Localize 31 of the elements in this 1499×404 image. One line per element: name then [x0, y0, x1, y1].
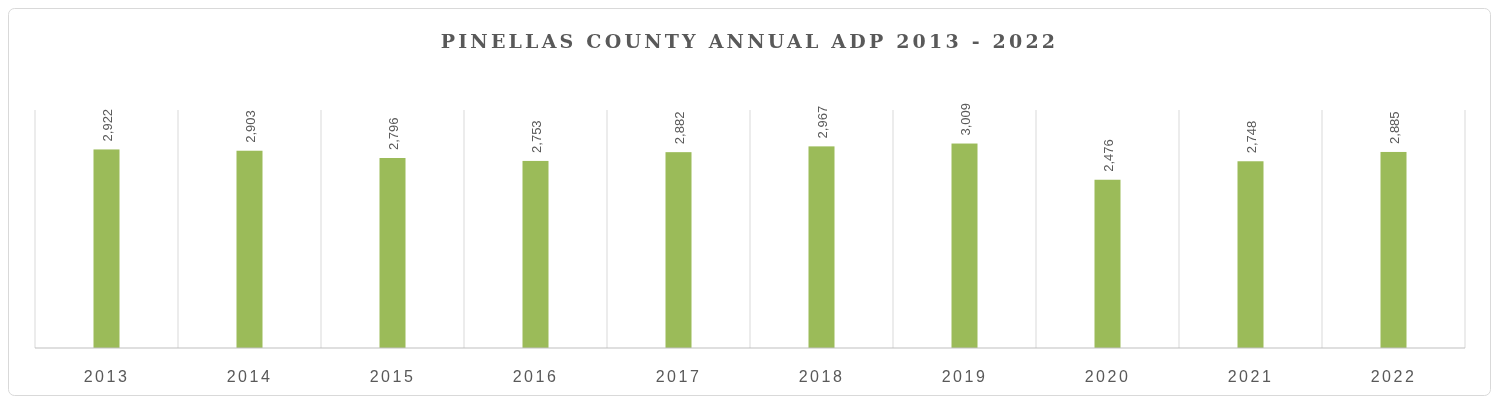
- x-tick-label: 2014: [226, 368, 273, 385]
- x-tick-label: 2015: [369, 368, 416, 385]
- x-tick-label: 2017: [655, 368, 702, 385]
- data-label: 2,882: [671, 111, 687, 145]
- data-label: 2,753: [528, 120, 544, 153]
- bar: [236, 150, 263, 348]
- bar: [808, 146, 835, 348]
- x-tick-label: 2013: [83, 368, 130, 385]
- bar: [1380, 151, 1407, 348]
- data-label: 2,903: [242, 110, 258, 143]
- data-label: 2,885: [1386, 111, 1402, 144]
- data-label: 2,796: [385, 117, 401, 151]
- bar: [951, 143, 978, 348]
- bar: [665, 152, 692, 348]
- chart-title: PINELLAS COUNTY ANNUAL ADP 2013 - 2022: [440, 30, 1059, 52]
- bar: [93, 149, 120, 348]
- x-tick-label: 2021: [1227, 368, 1274, 385]
- bar: [379, 158, 406, 348]
- data-label: 2,476: [1100, 139, 1116, 172]
- x-tick-label: 2018: [798, 368, 845, 385]
- data-label: 2,967: [814, 105, 830, 139]
- bar: [1237, 161, 1264, 348]
- data-label: 2,748: [1243, 120, 1259, 154]
- data-label: 2,922: [99, 108, 115, 142]
- data-label: 3,009: [957, 102, 973, 136]
- x-tick-label: 2020: [1084, 368, 1131, 385]
- x-tick-label: 2022: [1370, 368, 1417, 385]
- bar: [1094, 179, 1121, 348]
- x-tick-label: 2016: [512, 368, 559, 385]
- x-tick-label: 2019: [941, 368, 988, 385]
- bar: [522, 160, 549, 348]
